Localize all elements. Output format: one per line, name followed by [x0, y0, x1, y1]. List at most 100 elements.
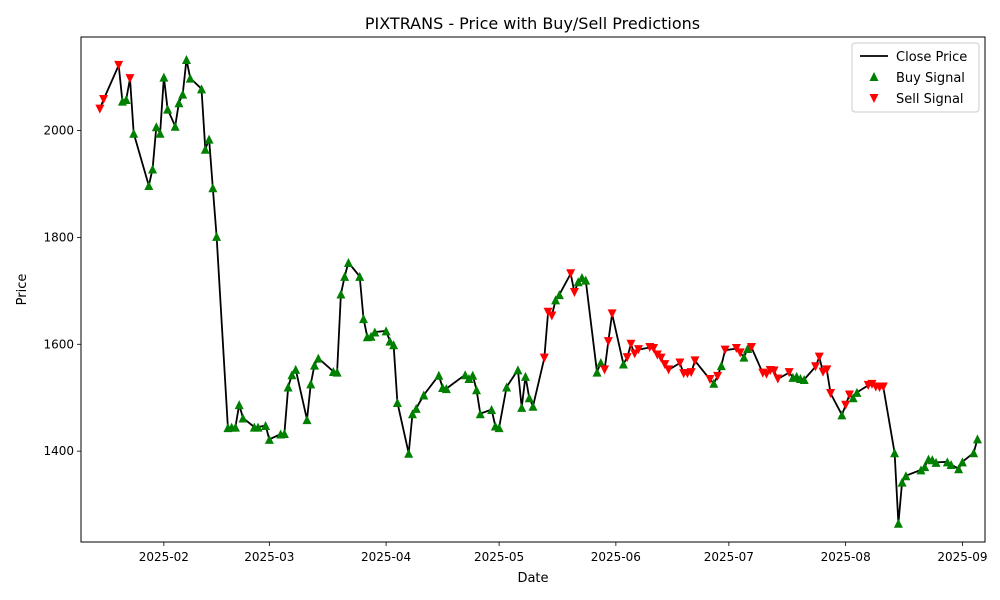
buy-signal-marker — [957, 457, 967, 467]
buy-signal-marker — [969, 448, 979, 458]
sell-signal-marker — [826, 388, 836, 398]
sell-signal-marker — [622, 353, 632, 363]
x-axis-label: Date — [517, 571, 548, 586]
buy-signal-marker — [148, 164, 158, 174]
sell-signal-marker — [878, 382, 888, 392]
buy-signal-marker — [487, 404, 497, 414]
buy-signal-marker — [739, 352, 749, 362]
sell-signal-marker — [769, 366, 779, 376]
sell-signal-marker — [660, 360, 670, 370]
buy-signal-marker — [159, 72, 169, 82]
sell-signal-marker — [569, 287, 579, 297]
buy-signal-marker — [385, 336, 395, 346]
buy-signal-marker — [238, 413, 248, 423]
sell-signal-marker — [656, 353, 666, 363]
buy-signal-marker — [306, 379, 316, 389]
buy-signal-marker — [472, 385, 481, 395]
x-tick-label: 2025-02 — [139, 550, 189, 564]
buy-signal-series — [117, 54, 982, 528]
buy-signal-marker — [407, 409, 417, 419]
sell-signal-marker — [125, 74, 135, 84]
buy-signal-marker — [709, 378, 719, 388]
sell-signal-marker — [841, 400, 851, 410]
buy-signal-marker — [954, 464, 964, 474]
buy-signal-marker — [253, 422, 263, 432]
buy-signal-marker — [411, 403, 421, 413]
buy-signal-marker — [592, 367, 602, 377]
buy-signal-marker — [144, 181, 154, 191]
buy-signal-marker — [261, 421, 271, 431]
legend-label-sell-signal: Sell Signal — [896, 92, 964, 107]
buy-signal-marker — [901, 471, 911, 481]
sell-signal-marker — [762, 369, 772, 379]
x-tick-label: 2025-05 — [474, 550, 524, 564]
buy-signal-marker — [155, 128, 165, 138]
buy-signal-marker — [554, 290, 564, 300]
legend: Close Price Buy Signal Sell Signal — [851, 42, 980, 113]
y-axis-ticks: 1400 1600 1800 2000 — [43, 124, 81, 458]
buy-signal-marker — [852, 387, 862, 397]
buy-signal-marker — [310, 360, 320, 370]
buy-signal-marker — [551, 295, 561, 305]
sell-signal-series — [95, 60, 888, 410]
sell-signal-marker — [664, 365, 674, 375]
buy-signal-marker — [336, 289, 346, 299]
buy-signal-marker — [313, 353, 323, 363]
sell-signal-marker — [603, 337, 613, 347]
buy-signal-marker — [343, 258, 353, 268]
buy-signal-marker — [197, 84, 207, 94]
buy-signal-marker — [897, 477, 907, 487]
buy-signal-marker — [302, 415, 312, 425]
sell-signal-marker — [630, 349, 640, 359]
y-tick-label: 1600 — [43, 337, 74, 351]
sell-signal-marker — [633, 345, 643, 355]
buy-signal-marker — [283, 382, 293, 392]
buy-signal-marker — [287, 370, 297, 380]
sell-signal-marker — [713, 371, 723, 381]
buy-signal-marker — [946, 460, 956, 470]
sell-signal-marker — [773, 374, 783, 384]
buy-signal-marker — [520, 371, 530, 381]
buy-signal-marker — [494, 423, 504, 433]
buy-signal-marker — [468, 370, 478, 380]
buy-signal-marker — [513, 365, 523, 375]
buy-signal-marker — [920, 462, 930, 472]
buy-signal-marker — [848, 393, 858, 403]
buy-signal-marker — [178, 89, 188, 99]
y-axis-label: Price — [15, 274, 30, 306]
buy-signal-marker — [163, 104, 173, 114]
buy-signal-marker — [931, 457, 941, 467]
buy-signal-marker — [121, 95, 131, 105]
buy-signal-marker — [151, 122, 161, 132]
buy-signal-marker — [517, 402, 527, 412]
y-tick-label: 2000 — [43, 124, 74, 138]
buy-signal-marker — [618, 359, 628, 369]
sell-signal-marker — [95, 104, 105, 114]
sell-signal-marker — [600, 365, 610, 375]
buy-signal-marker — [716, 361, 726, 371]
buy-signal-marker — [129, 128, 139, 138]
buy-signal-marker — [208, 183, 218, 193]
x-axis-ticks: 2025-02 2025-03 2025-04 2025-05 2025-06 2025-… — [139, 542, 987, 564]
buy-signal-marker — [212, 231, 222, 241]
buy-signal-marker — [230, 422, 240, 432]
sell-signal-marker — [822, 365, 832, 375]
sell-signal-marker — [114, 60, 124, 70]
chart-title: PIXTRANS - Price with Buy/Sell Predictio… — [365, 14, 700, 33]
sell-signal-marker — [690, 356, 700, 366]
legend-box — [851, 42, 980, 113]
plot-area — [95, 54, 982, 528]
buy-signal-marker — [524, 393, 534, 403]
x-tick-label: 2025-06 — [591, 550, 641, 564]
buy-signal-marker — [581, 275, 591, 285]
buy-signal-marker — [200, 144, 210, 154]
sell-signal-marker — [547, 311, 557, 321]
buy-signal-marker — [528, 401, 538, 411]
buy-signal-marker — [475, 409, 485, 419]
buy-signal-marker — [355, 271, 365, 281]
buy-signal-marker — [291, 364, 301, 374]
axes-frame — [80, 36, 986, 543]
x-tick-label: 2025-09 — [937, 550, 987, 564]
buy-signal-marker — [381, 326, 391, 336]
